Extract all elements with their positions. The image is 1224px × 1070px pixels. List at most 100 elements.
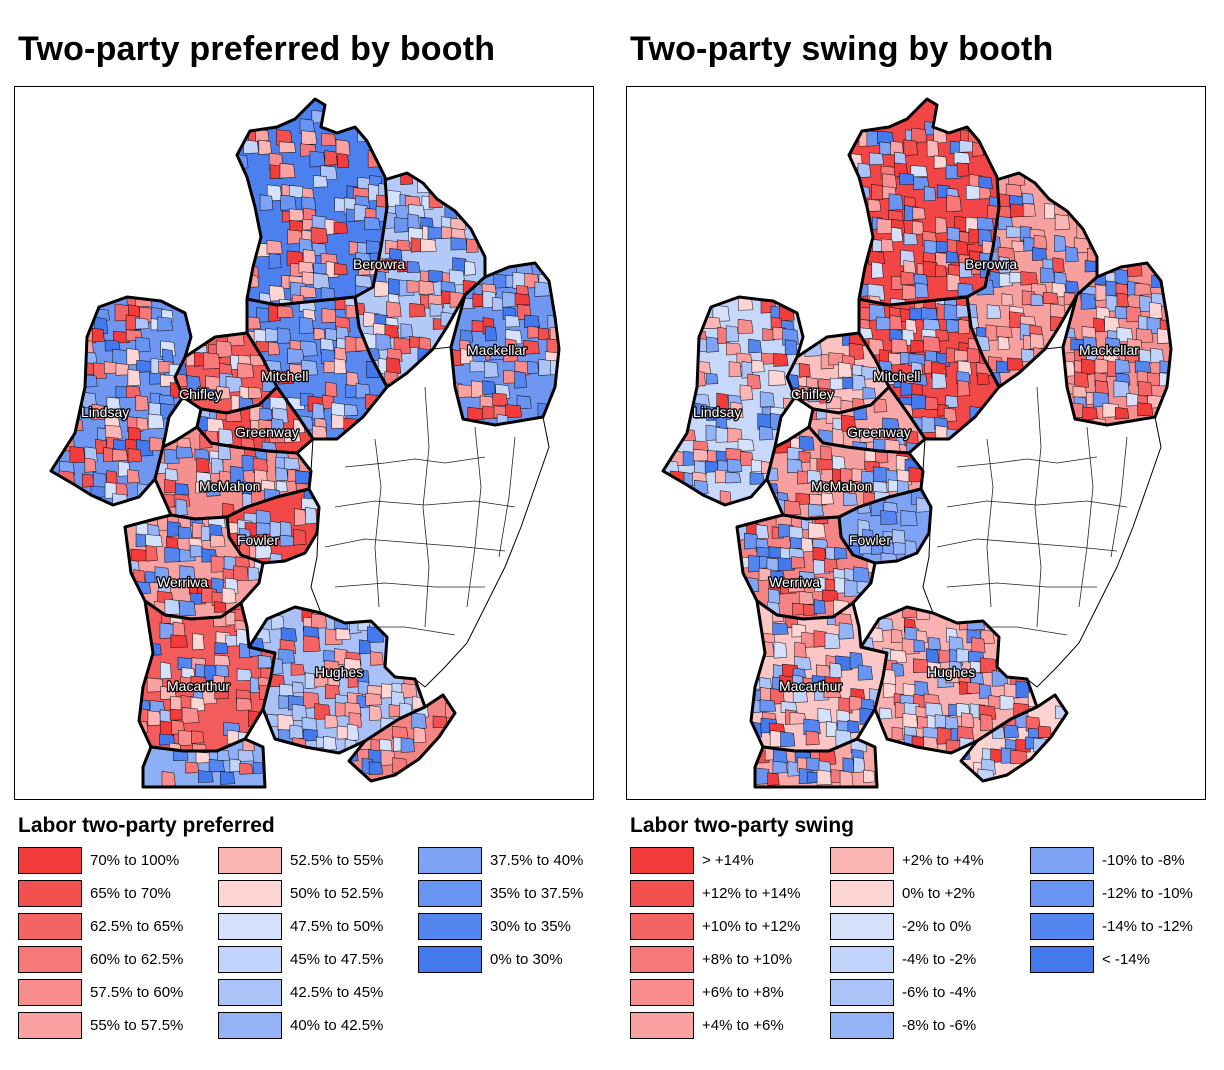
booth-area xyxy=(217,749,230,761)
legend-label: 45% to 47.5% xyxy=(290,951,384,968)
booth-area xyxy=(164,546,181,563)
legend-label: 50% to 52.5% xyxy=(290,885,384,902)
booth-area xyxy=(863,769,876,783)
booth-area xyxy=(890,649,908,664)
legend-label: +8% to +10% xyxy=(702,951,793,968)
booth-area xyxy=(159,720,175,737)
booth-area xyxy=(392,726,409,740)
legend-label: > +14% xyxy=(702,852,754,869)
booth-area xyxy=(312,402,325,420)
legend-swatch xyxy=(418,913,482,940)
booth-area xyxy=(238,749,255,762)
booth-area xyxy=(1054,214,1071,231)
booth-area xyxy=(943,303,961,321)
booth-area xyxy=(798,435,815,452)
booth-area xyxy=(999,272,1013,287)
division-label-mcmahon: McMahon xyxy=(199,478,260,494)
booth-area xyxy=(727,458,743,473)
booth-area xyxy=(829,662,843,679)
booth-area xyxy=(113,330,130,344)
booth-area xyxy=(219,470,233,485)
legend-swatch xyxy=(18,1012,82,1039)
booth-area xyxy=(145,534,163,548)
legend-swatch xyxy=(18,946,82,973)
booth-area xyxy=(180,676,193,692)
booth-area xyxy=(914,282,929,299)
division-label-hughes: Hughes xyxy=(927,664,975,680)
booth-area xyxy=(538,327,550,341)
booth-area xyxy=(725,325,740,343)
booth-area xyxy=(719,490,732,505)
booth-area xyxy=(181,707,200,724)
booth-area xyxy=(280,627,298,643)
booth-area xyxy=(777,557,795,572)
booth-area xyxy=(788,579,805,593)
booth-boundary xyxy=(344,456,486,468)
booth-area xyxy=(469,360,487,373)
booth-area xyxy=(883,501,899,514)
booth-area xyxy=(466,238,479,254)
legend-swatch xyxy=(630,847,694,874)
booth-area xyxy=(374,280,391,297)
booth-area xyxy=(739,384,754,401)
division-boundary xyxy=(347,693,457,783)
legend-swatch xyxy=(630,913,694,940)
booth-area xyxy=(214,685,230,700)
legend-label: 52.5% to 55% xyxy=(290,852,384,869)
booth-area xyxy=(916,630,928,644)
legend-label: < -14% xyxy=(1102,951,1150,968)
booth-area xyxy=(824,632,841,650)
booth-area xyxy=(861,366,879,380)
booth-area xyxy=(899,173,916,186)
booth-area xyxy=(278,370,295,385)
booth-area xyxy=(1134,282,1152,296)
booth-area xyxy=(357,669,370,684)
booth-area xyxy=(780,731,796,748)
booth-area xyxy=(196,457,210,474)
division-label-chifley: Chifley xyxy=(179,386,222,402)
booth-area xyxy=(1007,357,1024,371)
booth-boundary xyxy=(324,538,506,552)
division-label-mackellar: Mackellar xyxy=(1079,342,1139,358)
booth-area xyxy=(192,632,205,651)
booth-area xyxy=(493,273,509,289)
division-southwest xyxy=(753,737,879,789)
booth-area xyxy=(418,280,435,295)
booth-area xyxy=(750,459,763,473)
booth-area xyxy=(798,362,811,378)
booth-area xyxy=(321,132,337,147)
legend-swatch xyxy=(630,946,694,973)
booth-area xyxy=(344,403,359,417)
booth-area xyxy=(957,380,971,397)
booth-area xyxy=(203,352,221,370)
booth-area xyxy=(279,534,295,547)
booth-area xyxy=(192,743,208,751)
booth-area xyxy=(388,704,402,718)
booth-area xyxy=(928,636,942,651)
booth-area xyxy=(370,651,384,666)
booth-area xyxy=(755,524,769,540)
booth-area xyxy=(441,226,454,239)
legend-label: 65% to 70% xyxy=(90,885,171,902)
booth-area xyxy=(1030,293,1044,307)
division-macarthur xyxy=(137,599,277,753)
booth-area xyxy=(832,428,845,446)
legend-swatch xyxy=(218,913,282,940)
booth-area xyxy=(105,424,123,440)
legend-swatch xyxy=(630,880,694,907)
division-southwest xyxy=(141,737,267,789)
booth-area xyxy=(838,622,855,640)
booth-area xyxy=(189,544,204,558)
legend-label: +4% to +6% xyxy=(702,1017,784,1034)
booth-area xyxy=(706,336,719,353)
booth-area xyxy=(284,430,301,443)
booth-area xyxy=(956,162,970,177)
booth-area xyxy=(986,304,1002,319)
booth-area xyxy=(135,395,149,412)
division-boundary xyxy=(959,693,1069,783)
booth-area xyxy=(879,707,893,720)
booth-area xyxy=(485,325,498,342)
booth-boundary xyxy=(334,582,485,588)
division-werriwa xyxy=(735,513,877,621)
booth-area xyxy=(275,467,289,482)
